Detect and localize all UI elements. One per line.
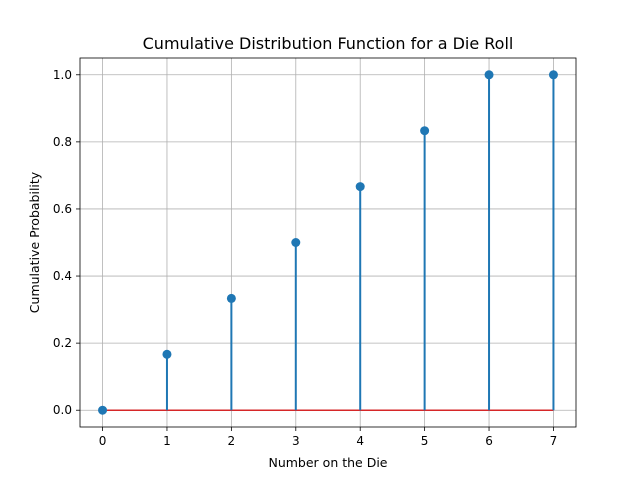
chart-title: Cumulative Distribution Function for a D… xyxy=(143,34,514,53)
y-tick-label: 1.0 xyxy=(53,68,72,82)
stem-marker xyxy=(162,349,172,359)
stem-marker xyxy=(291,238,301,247)
x-axis-ticks: 0 1 2 3 4 5 6 7 xyxy=(99,427,558,448)
x-tick-label: 5 xyxy=(421,434,429,448)
stem-marker xyxy=(98,405,108,415)
x-tick-label: 3 xyxy=(292,434,300,448)
plot-area-frame xyxy=(79,57,577,428)
y-tick-label: 0.6 xyxy=(53,202,72,216)
stem-marker xyxy=(226,293,236,303)
stem-marker xyxy=(484,70,494,80)
y-tick-label: 0.8 xyxy=(53,135,72,149)
x-axis-label: Number on the Die xyxy=(268,455,387,470)
x-tick-label: 2 xyxy=(228,434,236,448)
y-axis-label: Cumulative Probability xyxy=(27,171,42,313)
stem-markers xyxy=(98,70,558,415)
stem-marker xyxy=(420,126,430,136)
y-axis-ticks: 0.0 0.2 0.4 0.6 0.8 1.0 xyxy=(53,68,80,417)
y-tick-label: 0.4 xyxy=(53,269,72,283)
x-tick-label: 0 xyxy=(99,434,107,448)
stem-marker xyxy=(548,70,558,80)
x-tick-label: 6 xyxy=(485,434,493,448)
y-tick-label: 0.2 xyxy=(53,336,72,350)
x-tick-label: 1 xyxy=(163,434,171,448)
y-tick-label: 0.0 xyxy=(53,403,72,417)
stem-marker xyxy=(355,182,365,192)
x-tick-label: 7 xyxy=(550,434,558,448)
x-tick-label: 4 xyxy=(356,434,364,448)
stem-lines xyxy=(165,74,555,411)
